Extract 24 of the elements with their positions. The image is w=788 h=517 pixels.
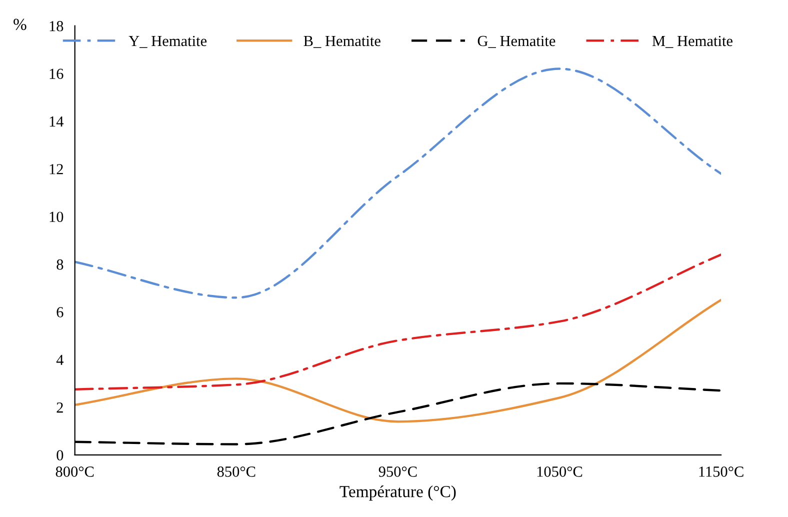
x-axis-title: Température (°C) (340, 485, 456, 501)
line-series (74, 254, 722, 391)
y-tick-label: 10 (50, 212, 64, 222)
y-tick-label: 12 (50, 164, 63, 174)
y-tick-label: 8 (56, 259, 64, 270)
x-tick-label: 1150°C (699, 466, 744, 477)
x-tick-label: 950°C (378, 466, 417, 477)
y-tick-label: 4 (56, 354, 64, 365)
x-tick-label: 1050°C (537, 466, 582, 477)
y-tick-label: 14 (50, 116, 64, 127)
y-axis-title: % (14, 18, 26, 30)
y-tick-label: 0 (56, 450, 64, 460)
legend-label: B_ Hematite (304, 36, 380, 48)
line-series (74, 68, 722, 299)
y-tick-label: 2 (56, 402, 63, 413)
legend-label: Y_ Hematite (128, 36, 207, 48)
y-tick-label: 16 (50, 68, 64, 79)
legend-label: G_ Hematite (478, 36, 556, 48)
y-tick-label: 6 (56, 307, 64, 318)
y-tick-label: 18 (50, 20, 64, 32)
x-tick-label: 800°C (56, 466, 94, 477)
legend-label: M_ Hematite (652, 36, 732, 48)
line-series (74, 298, 722, 423)
x-tick-label: 850°C (217, 466, 256, 477)
